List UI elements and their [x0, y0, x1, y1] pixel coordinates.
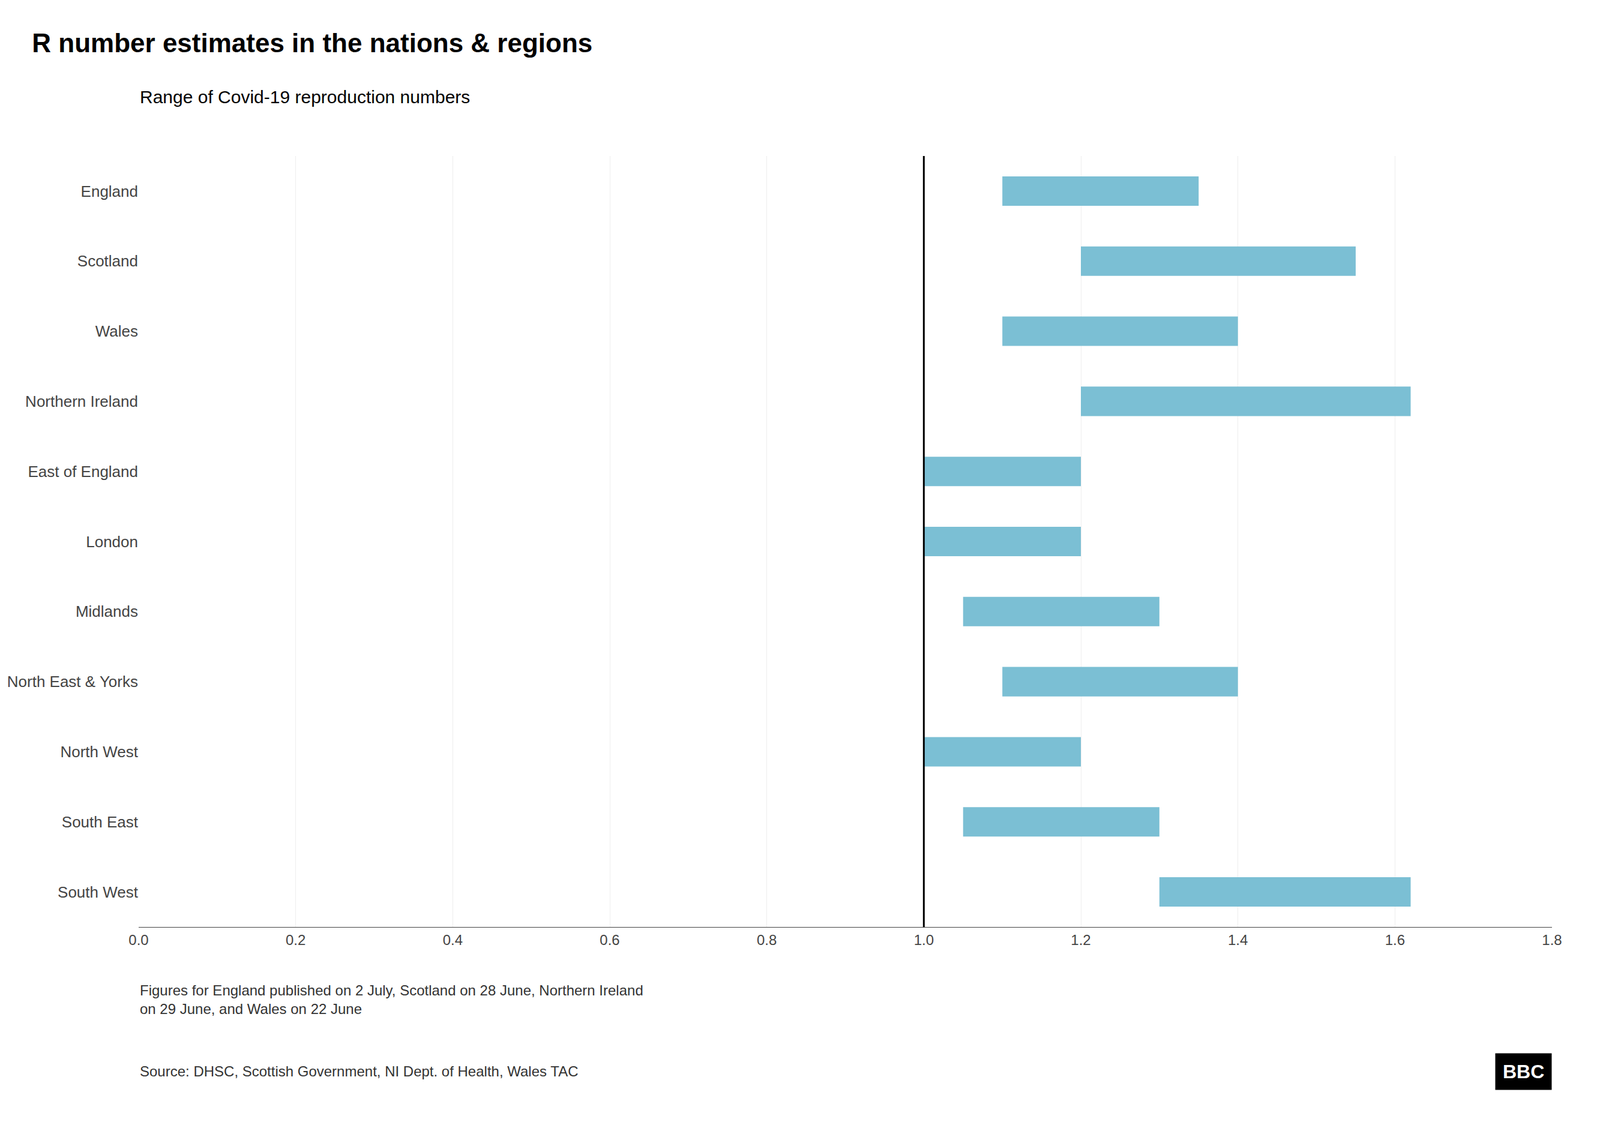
svg-text:0.6: 0.6: [599, 932, 620, 949]
svg-text:Wales: Wales: [95, 322, 139, 341]
svg-text:BBC: BBC: [1502, 1061, 1545, 1083]
svg-text:1.4: 1.4: [1227, 932, 1248, 949]
svg-text:Northern Ireland: Northern Ireland: [25, 392, 139, 411]
svg-text:East of England: East of England: [27, 462, 139, 481]
svg-text:London: London: [85, 532, 139, 551]
svg-text:Figures for England published: Figures for England published on 2 July,…: [139, 982, 644, 1018]
svg-text:North East & Yorks: North East & Yorks: [7, 672, 139, 691]
svg-text:England: England: [81, 182, 139, 201]
svg-text:R number estimates in the nati: R number estimates in the nations & regi…: [31, 28, 593, 58]
svg-text:1.2: 1.2: [1070, 932, 1091, 949]
svg-text:Midlands: Midlands: [75, 602, 139, 621]
svg-text:1.6: 1.6: [1385, 932, 1405, 949]
svg-text:South West: South West: [57, 883, 139, 902]
svg-text:0.8: 0.8: [756, 932, 777, 949]
svg-text:Source: DHSC, Scottish Governm: Source: DHSC, Scottish Government, NI De…: [139, 1063, 579, 1080]
svg-text:South East: South East: [61, 813, 139, 832]
svg-text:0.0: 0.0: [128, 932, 149, 949]
svg-text:1.8: 1.8: [1541, 932, 1562, 949]
svg-text:North West: North West: [60, 742, 139, 761]
svg-text:1.0: 1.0: [914, 932, 934, 949]
svg-text:0.2: 0.2: [285, 932, 306, 949]
svg-text:0.4: 0.4: [442, 932, 463, 949]
svg-text:Range of Covid-19 reproduction: Range of Covid-19 reproduction numbers: [139, 87, 470, 107]
svg-text:Scotland: Scotland: [77, 252, 139, 271]
